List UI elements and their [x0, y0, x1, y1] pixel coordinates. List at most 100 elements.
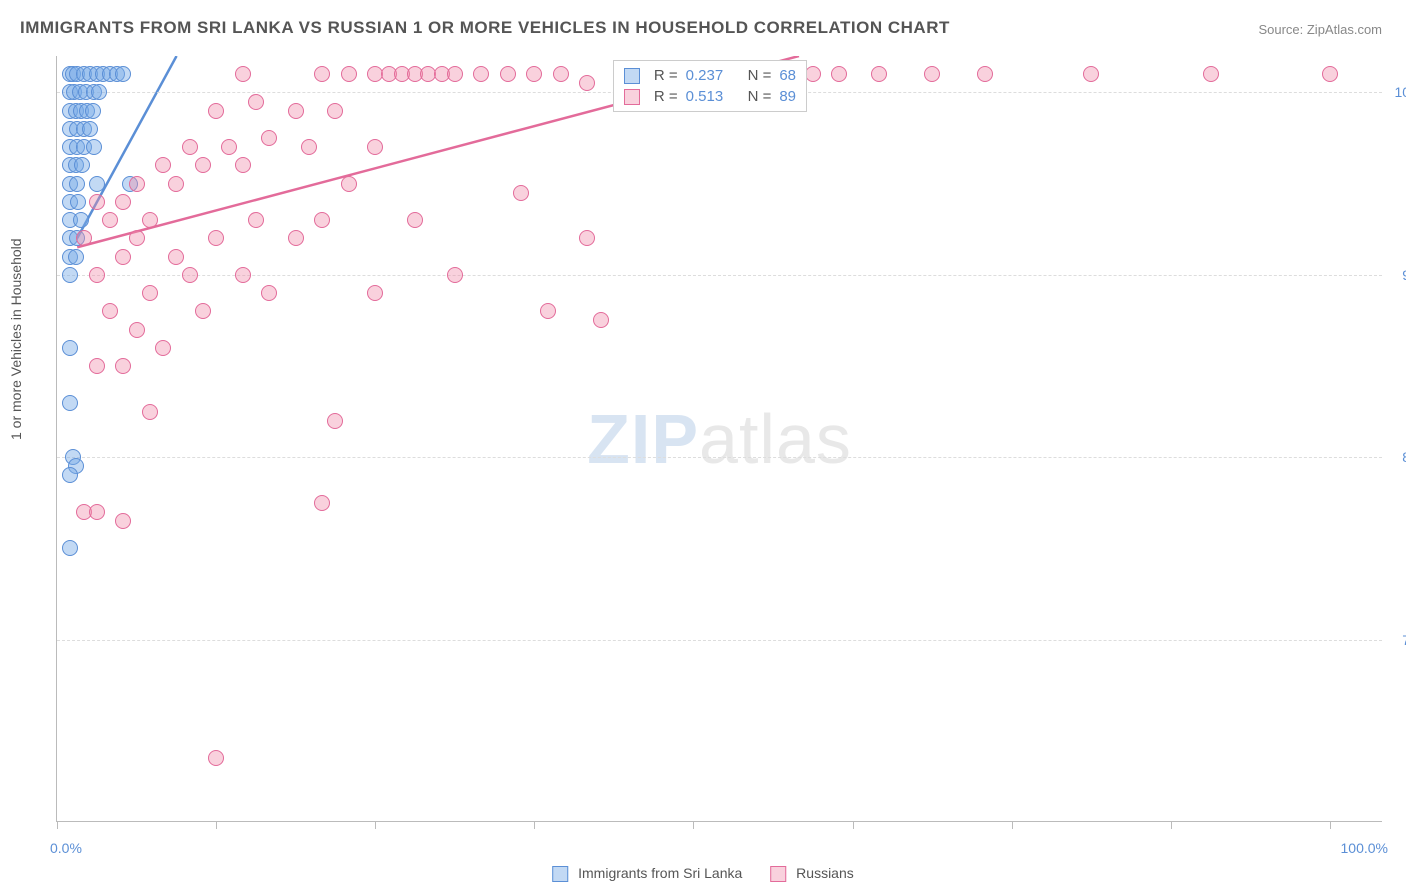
- data-point: [155, 340, 171, 356]
- trend-lines-layer: [57, 56, 1382, 821]
- data-point: [68, 249, 84, 265]
- ytick-label: 70.0%: [1388, 632, 1406, 648]
- y-axis-label: 1 or more Vehicles in Household: [8, 238, 24, 440]
- legend-swatch: [624, 89, 640, 105]
- xtick: [57, 821, 58, 829]
- x-axis-min-label: 0.0%: [50, 840, 82, 856]
- data-point: [115, 249, 131, 265]
- legend-label-russians: Russians: [796, 865, 854, 881]
- data-point: [142, 285, 158, 301]
- data-point: [89, 504, 105, 520]
- data-point: [115, 358, 131, 374]
- data-point: [261, 130, 277, 146]
- ytick-label: 80.0%: [1388, 449, 1406, 465]
- data-point: [62, 467, 78, 483]
- data-point: [70, 194, 86, 210]
- data-point: [526, 66, 542, 82]
- data-point: [115, 513, 131, 529]
- xtick: [1171, 821, 1172, 829]
- data-point: [248, 94, 264, 110]
- x-axis-max-label: 100.0%: [1341, 840, 1388, 856]
- xtick: [1330, 821, 1331, 829]
- data-point: [221, 139, 237, 155]
- data-point: [142, 404, 158, 420]
- gridline-h: [57, 640, 1382, 641]
- data-point: [142, 212, 158, 228]
- data-point: [168, 176, 184, 192]
- data-point: [288, 230, 304, 246]
- chart-title: IMMIGRANTS FROM SRI LANKA VS RUSSIAN 1 O…: [20, 18, 950, 38]
- data-point: [327, 103, 343, 119]
- data-point: [261, 285, 277, 301]
- gridline-h: [57, 275, 1382, 276]
- data-point: [129, 322, 145, 338]
- data-point: [473, 66, 489, 82]
- data-point: [62, 340, 78, 356]
- legend-stat-row: R = 0.513 N = 89: [624, 86, 796, 107]
- data-point: [74, 157, 90, 173]
- legend-stat-row: R = 0.237 N = 68: [624, 65, 796, 86]
- data-point: [91, 84, 107, 100]
- data-point: [367, 139, 383, 155]
- data-point: [314, 66, 330, 82]
- data-point: [208, 750, 224, 766]
- data-point: [1203, 66, 1219, 82]
- data-point: [447, 267, 463, 283]
- legend-label-sri-lanka: Immigrants from Sri Lanka: [578, 865, 742, 881]
- data-point: [115, 194, 131, 210]
- xtick: [1012, 821, 1013, 829]
- data-point: [62, 267, 78, 283]
- data-point: [155, 157, 171, 173]
- legend-swatch: [624, 68, 640, 84]
- legend-swatch-pink: [770, 866, 786, 882]
- source-attribution: Source: ZipAtlas.com: [1258, 22, 1382, 37]
- data-point: [208, 230, 224, 246]
- scatter-plot-area: ZIPatlas 70.0%80.0%90.0%100.0%: [56, 56, 1382, 822]
- data-point: [924, 66, 940, 82]
- xtick: [693, 821, 694, 829]
- data-point: [579, 75, 595, 91]
- data-point: [129, 176, 145, 192]
- data-point: [288, 103, 304, 119]
- xtick: [375, 821, 376, 829]
- data-point: [208, 103, 224, 119]
- data-point: [447, 66, 463, 82]
- data-point: [129, 230, 145, 246]
- data-point: [102, 303, 118, 319]
- data-point: [871, 66, 887, 82]
- data-point: [341, 66, 357, 82]
- data-point: [195, 157, 211, 173]
- data-point: [248, 212, 264, 228]
- data-point: [805, 66, 821, 82]
- data-point: [89, 267, 105, 283]
- data-point: [407, 212, 423, 228]
- data-point: [513, 185, 529, 201]
- data-point: [341, 176, 357, 192]
- legend-swatch-blue: [552, 866, 568, 882]
- gridline-h: [57, 457, 1382, 458]
- data-point: [1083, 66, 1099, 82]
- data-point: [301, 139, 317, 155]
- data-point: [89, 176, 105, 192]
- data-point: [85, 103, 101, 119]
- data-point: [540, 303, 556, 319]
- xtick: [534, 821, 535, 829]
- data-point: [235, 157, 251, 173]
- legend-item-russians: Russians: [770, 865, 853, 882]
- data-point: [831, 66, 847, 82]
- watermark: ZIPatlas: [587, 399, 852, 479]
- data-point: [235, 267, 251, 283]
- data-point: [73, 212, 89, 228]
- data-point: [115, 66, 131, 82]
- data-point: [327, 413, 343, 429]
- data-point: [82, 121, 98, 137]
- data-point: [1322, 66, 1338, 82]
- data-point: [89, 358, 105, 374]
- data-point: [182, 267, 198, 283]
- legend-item-sri-lanka: Immigrants from Sri Lanka: [552, 865, 742, 882]
- data-point: [553, 66, 569, 82]
- data-point: [593, 312, 609, 328]
- data-point: [500, 66, 516, 82]
- legend-bottom: Immigrants from Sri Lanka Russians: [552, 865, 854, 882]
- data-point: [76, 230, 92, 246]
